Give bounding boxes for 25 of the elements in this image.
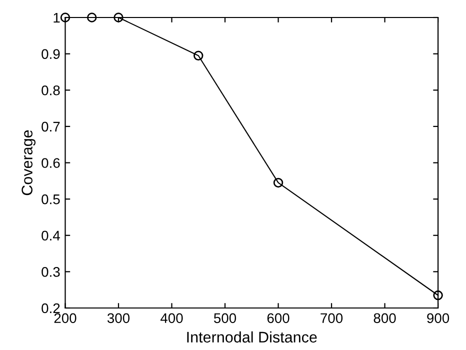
x-tick-label: 300	[107, 313, 130, 324]
point	[273, 178, 284, 188]
x-tick-label: 200	[54, 313, 76, 324]
x-tick-label: 500	[214, 313, 236, 324]
x-tick-label: 600	[267, 313, 290, 324]
y-tick-label: 0.8	[42, 85, 60, 96]
y-tick-label: 0.4	[42, 230, 60, 241]
y-tick-label: 0.9	[42, 49, 60, 59]
x-tick-label: 400	[160, 313, 183, 324]
x-tick-label: 900	[427, 313, 450, 324]
point	[433, 290, 443, 300]
y-tick-label: 0.2	[42, 303, 60, 314]
point	[194, 50, 204, 60]
y-tick-label: 1	[54, 12, 60, 23]
x-axis-title: Internodal Distance	[187, 331, 317, 343]
y-tick-label: 0.3	[42, 267, 60, 277]
y-axis-title: Coverage	[22, 130, 36, 196]
x-tick-label: 700	[320, 313, 343, 324]
x-tick-label: 800	[374, 313, 396, 324]
y-tick-label: 0.5	[42, 194, 60, 204]
point	[87, 12, 97, 22]
point	[60, 12, 70, 22]
point	[114, 12, 124, 22]
y-tick-label: 0.6	[42, 158, 60, 168]
y-tick-label: 0.7	[42, 122, 60, 132]
